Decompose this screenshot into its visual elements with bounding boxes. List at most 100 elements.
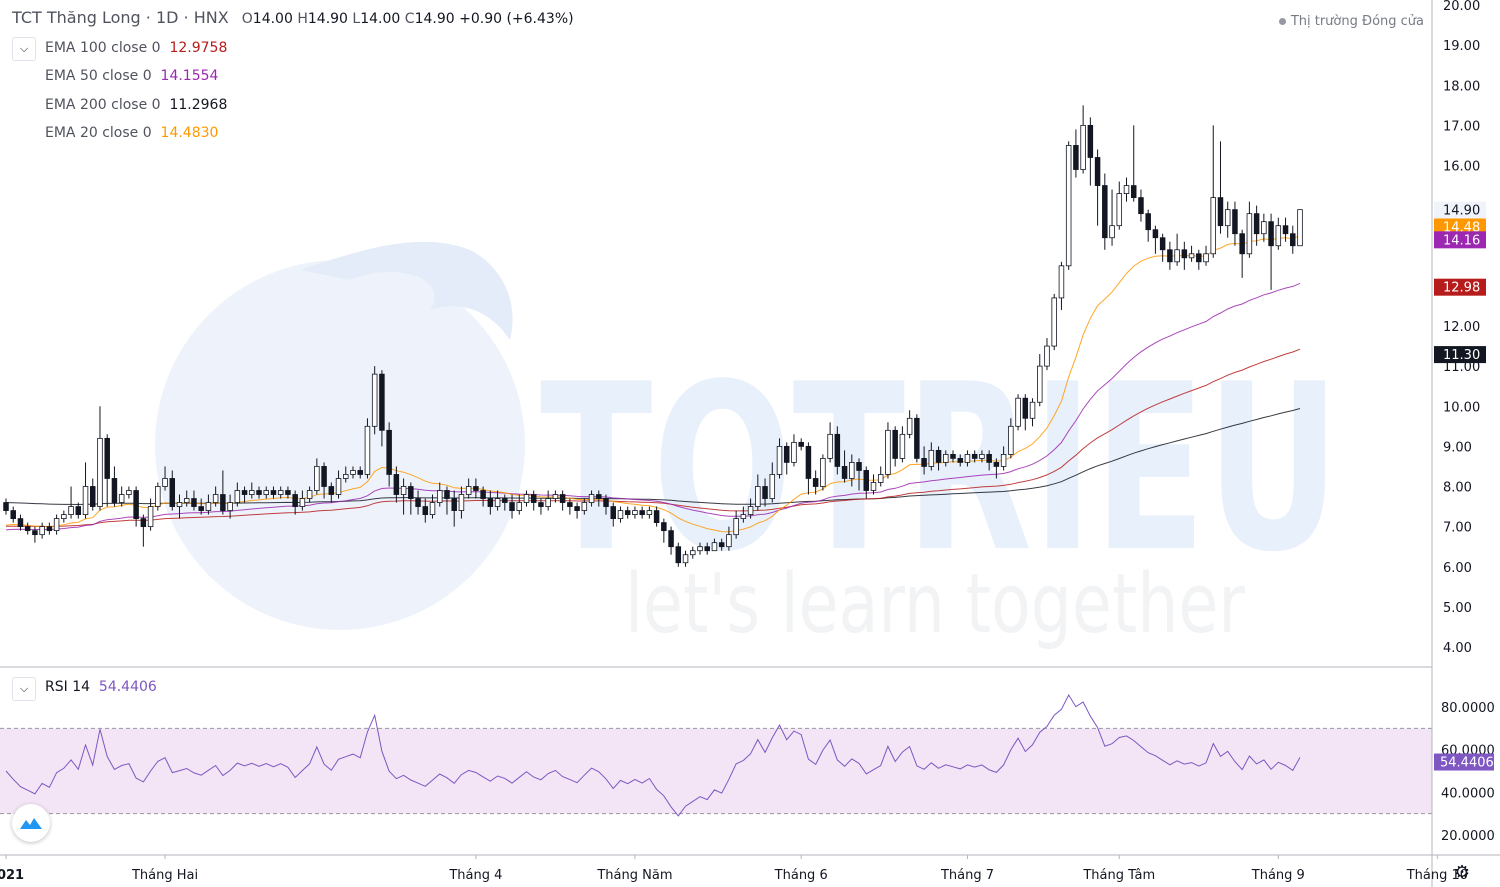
candle-body xyxy=(176,502,183,507)
candle-body xyxy=(552,494,559,499)
candle-body xyxy=(993,462,1000,467)
candle-body xyxy=(3,502,9,511)
candle-body xyxy=(436,490,443,503)
candle-body xyxy=(596,494,602,499)
candle-body xyxy=(1290,233,1296,247)
candle-body xyxy=(849,462,855,479)
price-tag xyxy=(1434,346,1486,364)
indicator-ema200[interactable]: EMA 200 close 0 11.2968 xyxy=(45,97,227,113)
candle-body xyxy=(133,490,139,520)
candle-body xyxy=(935,449,942,463)
rsi-label: RSI 14 xyxy=(45,679,91,695)
candle-body xyxy=(458,494,465,511)
candle-body xyxy=(147,506,154,528)
collapse-rsi-button[interactable]: ⌵ xyxy=(12,677,36,701)
price-tag xyxy=(1434,278,1486,296)
candle-body xyxy=(646,510,653,515)
candle-body xyxy=(675,546,682,564)
price-tag-label: 11.30 xyxy=(1443,348,1480,363)
candle-body xyxy=(1130,185,1137,199)
candle-body xyxy=(1203,253,1209,263)
candle-body xyxy=(603,498,609,507)
gear-icon[interactable]: ⚙ xyxy=(1454,862,1471,883)
candle-body xyxy=(1008,425,1014,455)
candle-body xyxy=(805,445,812,479)
indicator-ema50[interactable]: EMA 50 close 0 14.1554 xyxy=(45,68,218,84)
candle-body xyxy=(24,526,31,532)
indicator-ema100[interactable]: EMA 100 close 0 12.9758 xyxy=(45,40,227,56)
candle-body xyxy=(234,490,241,503)
candle-body xyxy=(183,498,190,503)
candle-body xyxy=(415,498,421,507)
candle-body xyxy=(892,429,898,459)
candle-body xyxy=(249,490,255,495)
price-tag-label: 14.90 xyxy=(1443,204,1480,219)
watermark-slogan: let's learn together xyxy=(625,557,1245,652)
candle-body xyxy=(444,490,450,499)
candle-body xyxy=(798,441,804,447)
candle-body xyxy=(299,498,306,507)
indicator-value: 14.1554 xyxy=(160,68,219,84)
candle-body xyxy=(1268,221,1274,247)
price-axis[interactable]: 20.00 19.00 18.00 17.00 16.00 12.00 11.00 10.00… xyxy=(1434,0,1486,656)
candle-body xyxy=(126,490,132,495)
candle-body xyxy=(1181,249,1188,259)
rsi-tick-label: 40.0000 xyxy=(1441,786,1495,801)
candle-body xyxy=(682,554,689,564)
time-axis[interactable]: 2021 Tháng Hai Tháng 4 Tháng Năm Tháng 6 Thán… xyxy=(0,855,1500,883)
symbol-header: TCT Thăng Long · 1D · HNX O14.00 H14.90 … xyxy=(12,8,574,27)
candle-body xyxy=(538,502,544,507)
indicator-label: EMA 100 close 0 xyxy=(45,40,161,56)
candle-body xyxy=(68,506,74,515)
candle-body xyxy=(1196,253,1202,263)
candle-body xyxy=(581,502,588,511)
candle-body xyxy=(1029,401,1036,419)
candle-body xyxy=(877,474,884,483)
status-dot-icon xyxy=(1278,18,1286,25)
candle-body xyxy=(1174,249,1180,263)
candle-body xyxy=(870,482,877,491)
candle-body xyxy=(343,474,349,479)
candle-body xyxy=(393,474,400,495)
candle-body xyxy=(1037,365,1043,403)
candle-body xyxy=(885,429,891,475)
candle-body xyxy=(263,490,269,495)
price-tag xyxy=(1434,201,1486,219)
tradingview-logo-button[interactable] xyxy=(12,804,50,842)
open-label: O xyxy=(241,11,253,27)
candle-body xyxy=(812,478,819,487)
candle-body xyxy=(285,490,291,495)
price-tick-label: 5.00 xyxy=(1443,601,1472,616)
candle-body xyxy=(335,478,342,495)
indicator-rsi[interactable]: RSI 14 54.4406 xyxy=(45,679,157,695)
collapse-indicators-button[interactable]: ⌵ xyxy=(12,37,36,61)
change-value: +0.90 (+6.43%) xyxy=(459,11,574,27)
rsi-tick-label: 80.0000 xyxy=(1441,701,1495,716)
candle-body xyxy=(971,453,978,459)
candle-body xyxy=(1116,193,1123,227)
candle-body xyxy=(668,530,674,548)
price-tag xyxy=(1434,231,1486,249)
candle-body xyxy=(545,498,551,507)
candle-body xyxy=(718,542,725,548)
candle-body xyxy=(1232,209,1238,235)
symbol-title[interactable]: TCT Thăng Long · 1D · HNX xyxy=(12,8,229,27)
candle-body xyxy=(950,453,956,459)
candle-body xyxy=(1073,145,1079,170)
chevron-down-icon: ⌵ xyxy=(19,42,29,55)
watermark-brand: TOTRIEU xyxy=(540,336,1340,603)
candle-body xyxy=(523,494,530,503)
candle-body xyxy=(827,433,833,459)
candle-body xyxy=(690,550,696,556)
candle-body xyxy=(32,530,38,536)
candle-body xyxy=(530,494,537,503)
indicator-ema20[interactable]: EMA 20 close 0 14.4830 xyxy=(45,125,218,141)
candle-body xyxy=(1015,397,1021,427)
watermark: TOTRIEU let's learn together xyxy=(155,241,1340,652)
candle-body xyxy=(776,445,783,475)
candle-body xyxy=(1239,233,1245,255)
candle-body xyxy=(53,518,60,532)
candle-body xyxy=(834,433,841,467)
